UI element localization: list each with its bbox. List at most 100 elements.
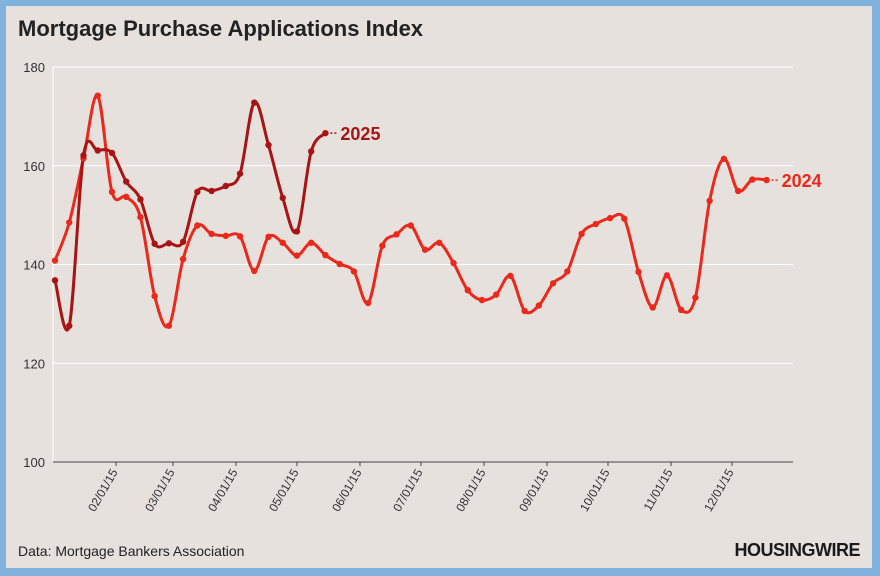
series-label-2024: 2024 (782, 171, 822, 191)
data-point-2024 (492, 291, 500, 298)
data-point-2024 (379, 242, 386, 249)
data-point-2024 (507, 272, 514, 280)
data-point-2024 (307, 239, 315, 246)
series-points (51, 92, 770, 329)
x-tick-label: 04/01/15 (205, 466, 241, 514)
data-point-2024 (122, 193, 130, 201)
data-point-2025 (122, 178, 130, 185)
data-point-2024 (535, 302, 543, 309)
data-point-2024 (649, 304, 656, 311)
data-point-2025 (279, 194, 286, 202)
data-point-2024 (66, 219, 73, 226)
data-point-2024 (464, 286, 471, 294)
data-point-2024 (578, 230, 585, 238)
x-tick-label: 11/01/15 (641, 466, 676, 513)
data-point-2024 (734, 187, 742, 195)
data-point-2025 (66, 322, 73, 329)
data-point-2024 (606, 214, 614, 222)
data-point-2024 (364, 299, 372, 307)
y-tick-label: 120 (23, 356, 45, 371)
data-point-2024 (222, 232, 230, 240)
series-line-2025 (53, 100, 327, 332)
data-point-2025 (222, 182, 230, 190)
data-point-2024 (450, 259, 457, 267)
x-tick-label: 09/01/15 (516, 466, 552, 514)
data-point-2024 (706, 197, 713, 205)
data-point-2025 (94, 147, 101, 154)
data-point-2024 (478, 296, 486, 304)
data-point-2024 (393, 231, 400, 238)
data-point-2024 (208, 230, 215, 238)
data-point-2024 (549, 280, 557, 287)
data-point-2024 (251, 267, 258, 275)
data-point-2024 (436, 239, 443, 246)
x-axis: 02/01/15 03/01/15 04/01/15 05/01/15 06/01/15… (53, 461, 793, 514)
data-point-2024 (236, 233, 244, 240)
data-point-2024 (179, 255, 187, 263)
data-point-2024 (293, 252, 301, 259)
series-line-2024 (53, 94, 769, 329)
x-tick-label: 07/01/15 (390, 466, 426, 514)
data-point-2025 (322, 129, 329, 137)
y-tick-label: 160 (23, 159, 45, 174)
data-point-2024 (635, 268, 642, 276)
series-lines (53, 94, 769, 332)
x-tick-label: 10/01/15 (577, 466, 613, 514)
data-point-2024 (720, 155, 728, 163)
data-point-2024 (51, 257, 59, 264)
data-point-2024 (564, 268, 571, 275)
source-note: Data: Mortgage Bankers Association (18, 543, 245, 559)
data-point-2025 (51, 277, 59, 284)
data-point-2024 (336, 260, 343, 268)
y-axis: 100 120 140 160 180 (23, 60, 45, 470)
data-point-2025 (208, 187, 215, 195)
data-point-2024 (592, 220, 600, 228)
x-tick-label: 02/01/15 (85, 466, 121, 514)
chart-title: Mortgage Purchase Applications Index (18, 16, 424, 41)
data-point-2025 (265, 141, 272, 149)
data-point-2025 (80, 152, 87, 159)
data-point-2025 (165, 240, 173, 247)
data-point-2024 (407, 222, 415, 229)
data-point-2024 (94, 92, 101, 99)
data-point-2024 (137, 213, 144, 221)
data-point-2024 (677, 306, 685, 314)
data-point-2024 (279, 239, 286, 246)
series-label-2025: 2025 (340, 124, 380, 144)
data-point-2024 (108, 188, 116, 196)
series-end-labels: 2024 2025 (330, 124, 822, 191)
data-point-2025 (236, 170, 244, 177)
data-point-2024 (663, 272, 671, 279)
x-tick-label: 12/01/15 (701, 466, 737, 514)
y-tick-label: 100 (23, 455, 45, 470)
data-point-2025 (151, 240, 158, 247)
data-point-2025 (307, 148, 315, 155)
data-point-2024 (322, 251, 329, 259)
data-point-2025 (251, 99, 258, 106)
data-point-2024 (763, 176, 770, 184)
data-point-2024 (265, 233, 272, 241)
brand-logo: HOUSINGWIRE (734, 540, 860, 560)
data-point-2024 (165, 322, 173, 329)
x-tick-label: 08/01/15 (453, 466, 489, 514)
data-point-2025 (108, 149, 116, 157)
x-tick-label: 05/01/15 (266, 466, 302, 514)
data-point-2024 (350, 268, 358, 275)
x-tick-label: 03/01/15 (142, 466, 178, 514)
data-point-2024 (521, 307, 528, 315)
data-point-2025 (293, 228, 301, 235)
x-tick-label: 06/01/15 (329, 466, 365, 514)
data-point-2024 (749, 176, 756, 183)
chart-panel: Mortgage Purchase Applications Index Dat… (6, 6, 872, 568)
gridlines (52, 66, 793, 462)
data-point-2024 (621, 215, 628, 222)
data-point-2024 (151, 292, 158, 300)
data-point-2025 (194, 188, 201, 196)
y-tick-label: 180 (23, 60, 45, 75)
y-tick-label: 140 (23, 258, 45, 273)
data-point-2025 (137, 196, 144, 203)
data-point-2024 (692, 294, 699, 301)
data-point-2025 (179, 238, 187, 245)
data-point-2024 (421, 246, 429, 253)
